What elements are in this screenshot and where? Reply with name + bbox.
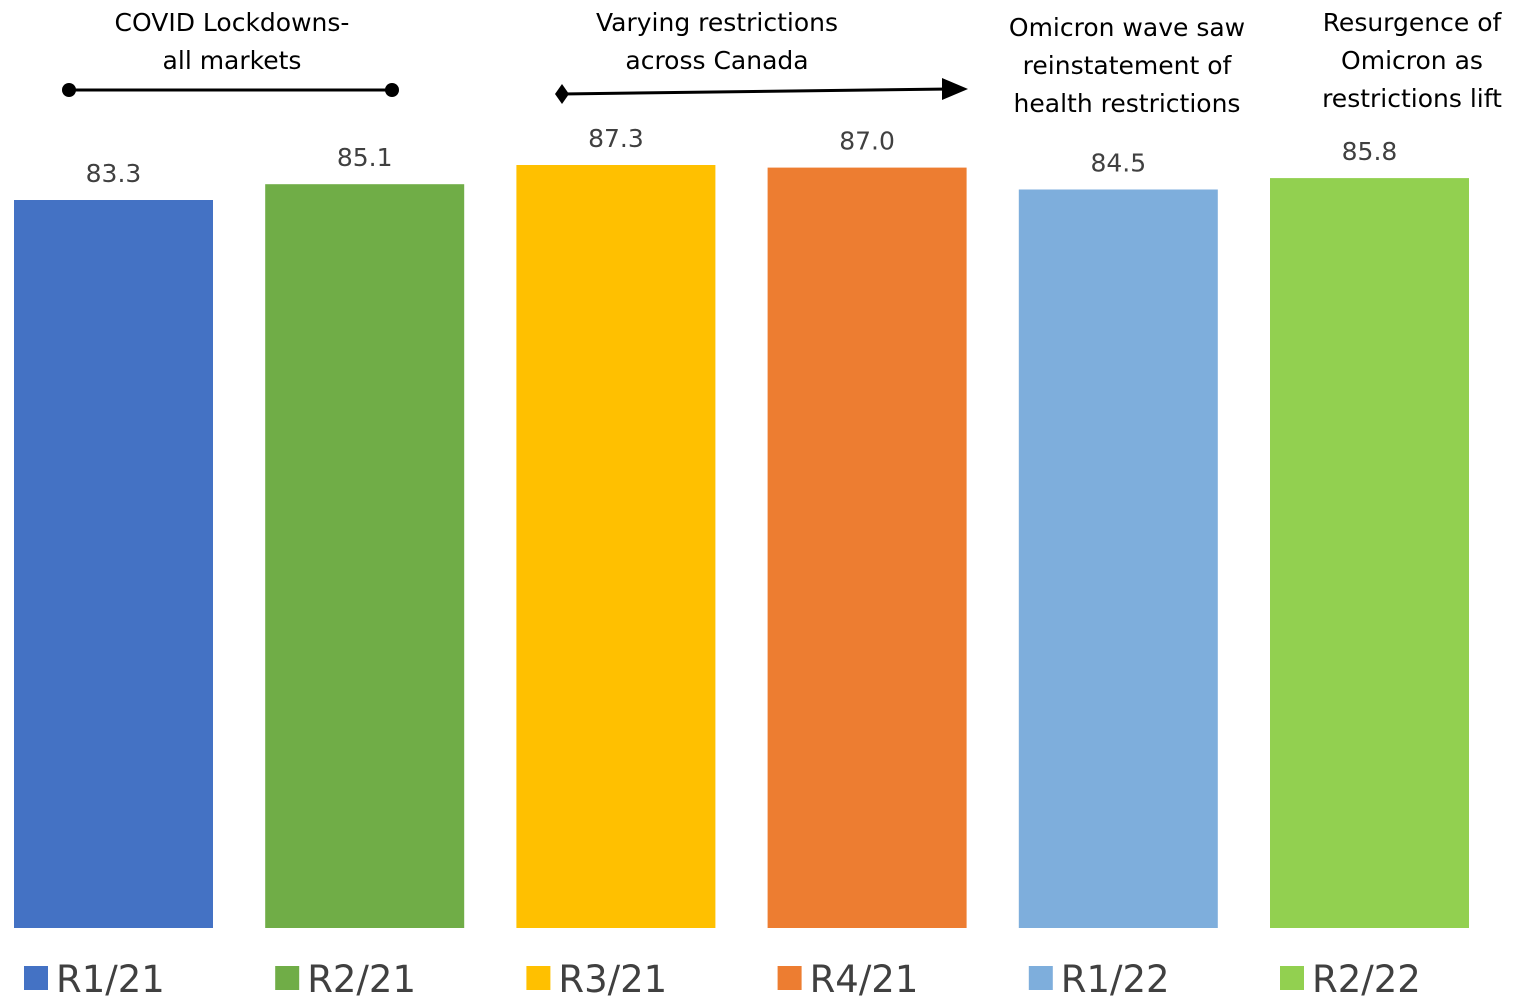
legend-swatch-r2-22 bbox=[1280, 966, 1304, 990]
span-start-diamond bbox=[555, 84, 569, 104]
bars-group bbox=[14, 165, 1469, 929]
annotations-group: COVID Lockdowns-all markets Varying restr… bbox=[62, 8, 1502, 118]
bar-r2-22 bbox=[1270, 178, 1469, 929]
annotation-4-line-1: Resurgence of bbox=[1323, 8, 1503, 37]
value-label-r1-22: 84.5 bbox=[1090, 149, 1146, 178]
annotation-3: Omicron wave saw reinstatement of health r… bbox=[1009, 13, 1245, 118]
annotation-4-line-3: restrictions lift bbox=[1322, 84, 1502, 113]
annotation-2-line-1: Varying restrictions bbox=[596, 8, 838, 37]
value-label-r3-21: 87.3 bbox=[588, 124, 644, 153]
span-end-arrowhead bbox=[942, 78, 968, 100]
value-label-r4-21: 87.0 bbox=[839, 127, 895, 156]
span-start-dot bbox=[62, 83, 76, 97]
value-label-r2-21: 85.1 bbox=[337, 143, 393, 172]
annotation-4-line-2: Omicron as bbox=[1341, 46, 1483, 75]
legend-label-r1-22: R1/22 bbox=[1061, 958, 1170, 999]
annotation-2-line-2: across Canada bbox=[625, 46, 808, 75]
annotation-4: Resurgence of Omicron as restrictions lift bbox=[1322, 8, 1502, 113]
legend-swatch-r2-21 bbox=[275, 966, 300, 990]
value-label-r1-21: 83.3 bbox=[86, 159, 142, 188]
legend-label-r2-22: R2/22 bbox=[1312, 958, 1421, 999]
annotation-1: COVID Lockdowns-all markets bbox=[62, 8, 399, 97]
legend-swatch-r3-21 bbox=[526, 966, 551, 990]
annotation-3-line-1: Omicron wave saw bbox=[1009, 13, 1245, 42]
bar-r2-21 bbox=[265, 184, 465, 928]
span-end-dot bbox=[385, 83, 399, 97]
legend-swatch-r1-21 bbox=[24, 966, 48, 990]
bar-r3-21 bbox=[516, 165, 716, 928]
legend-label-r2-21: R2/21 bbox=[307, 958, 416, 999]
annotation-3-line-2: reinstatement of bbox=[1023, 51, 1233, 80]
legend-swatch-r4-21 bbox=[777, 966, 802, 990]
bar-r1-21 bbox=[14, 200, 213, 928]
value-labels-group: 83.3 85.1 87.3 87.0 84.5 85.8 bbox=[86, 124, 1398, 188]
legend-swatch-r1-22 bbox=[1028, 966, 1053, 990]
legend: R1/21 R2/21 R3/21 R4/21 R1/22 R2/22 bbox=[24, 958, 1421, 1001]
annotation-span-line bbox=[561, 87, 951, 96]
legend-label-r3-21: R3/21 bbox=[558, 958, 667, 999]
legend-label-r1-21: R1/21 bbox=[56, 958, 165, 999]
bar-r1-22 bbox=[1018, 189, 1218, 928]
bar-r4-21 bbox=[767, 167, 967, 929]
value-label-r2-22: 85.8 bbox=[1342, 137, 1398, 166]
legend-label-r4-21: R4/21 bbox=[810, 958, 919, 999]
annotation-1-line-1: COVID Lockdowns- bbox=[115, 8, 350, 37]
annotation-1-line-2: all markets bbox=[163, 46, 302, 75]
annotation-2: Varying restrictions across Canada bbox=[555, 8, 968, 104]
annotation-3-line-3: health restrictions bbox=[1014, 89, 1241, 118]
